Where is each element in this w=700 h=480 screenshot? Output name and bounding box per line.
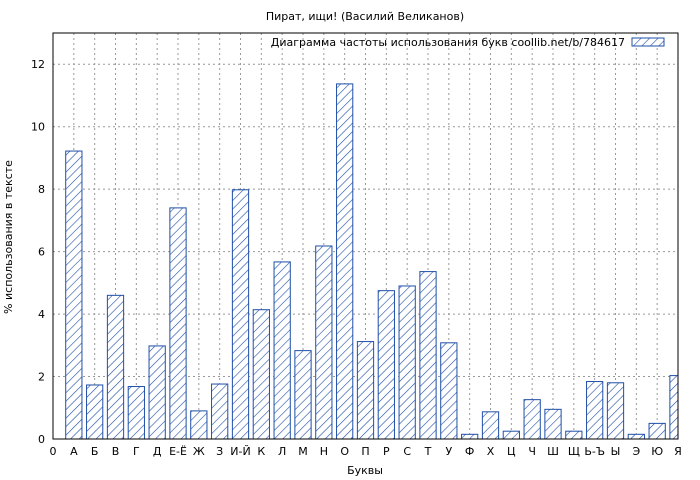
bar (127, 386, 145, 440)
bar (481, 411, 500, 440)
bar (273, 261, 291, 440)
bar (648, 422, 666, 440)
y-ticks: 0 2 4 6 8 10 12 (31, 58, 45, 446)
x-tick-label: Ц (507, 445, 516, 458)
x-tick-label: Я (674, 445, 682, 458)
x-tick-label: З (216, 445, 223, 458)
bar (627, 433, 645, 440)
x-tick-label: И-Й (230, 445, 250, 458)
x-tick-label: 0 (50, 445, 57, 458)
y-tick-label: 12 (31, 58, 45, 71)
bar (65, 150, 83, 440)
x-tick-label: Ж (193, 445, 205, 458)
plot-frame (52, 32, 679, 440)
x-tick-label: П (361, 445, 369, 458)
bar (148, 345, 166, 440)
bar (606, 382, 625, 440)
bar (231, 189, 250, 440)
x-tick-label: Г (133, 445, 140, 458)
x-tick-label: С (403, 445, 411, 458)
bar (502, 430, 520, 440)
legend-swatch (631, 37, 665, 47)
x-tick-label: Ю (651, 445, 663, 458)
x-tick-label: У (445, 445, 452, 458)
bar (523, 399, 541, 440)
x-ticks: 0 А Б В Г Д Е-Ё Ж З И-Й К Л М Н О П Р С Т У Ф Х Ц Ч Ш Щ Ь-Ъ Ы Э Ю Я (50, 445, 682, 458)
bar (669, 375, 679, 440)
bar (106, 294, 125, 440)
bar (86, 384, 104, 440)
bar (211, 383, 229, 440)
bar (252, 309, 270, 440)
x-tick-label: В (112, 445, 120, 458)
bar (544, 408, 562, 440)
x-axis-label: Буквы (347, 464, 383, 477)
x-tick-label: Ч (528, 445, 536, 458)
bar (190, 410, 208, 440)
x-tick-label: Н (320, 445, 328, 458)
x-tick-label: Т (424, 445, 432, 458)
x-tick-label: Ы (611, 445, 621, 458)
x-tick-label: Р (383, 445, 390, 458)
x-tick-label: Б (91, 445, 99, 458)
x-tick-label: Э (632, 445, 640, 458)
bar (419, 271, 437, 440)
x-tick-label: Л (278, 445, 286, 458)
grid-lines (53, 33, 678, 439)
bar (461, 433, 479, 440)
x-tick-label: Х (487, 445, 495, 458)
x-tick-label: Ш (547, 445, 559, 458)
legend-label: Диаграмма частоты использования букв coo… (271, 36, 625, 49)
chart-title: Пират, ищи! (Василий Великанов) (266, 10, 464, 23)
bar (315, 245, 333, 440)
bar (169, 207, 187, 440)
bar (356, 341, 375, 440)
y-axis-label: % использования в тексте (2, 160, 15, 314)
x-tick-label: А (70, 445, 78, 458)
y-tick-label: 2 (38, 371, 45, 384)
x-tick-label: М (298, 445, 308, 458)
bar (377, 290, 395, 440)
bar (565, 430, 583, 440)
x-tick-label: К (257, 445, 265, 458)
x-tick-label: Щ (568, 445, 580, 458)
x-tick-label: Е-Ё (169, 445, 187, 458)
y-tick-label: 6 (38, 246, 45, 259)
bar (336, 83, 354, 440)
y-tick-label: 4 (38, 308, 45, 321)
x-tick-label: О (340, 445, 349, 458)
y-tick-label: 8 (38, 183, 45, 196)
x-tick-label: Ь-Ъ (584, 445, 605, 458)
bar (294, 350, 312, 440)
bars-group (65, 83, 679, 440)
x-tick-label: Ф (465, 445, 474, 458)
bar (398, 285, 416, 440)
legend: Диаграмма частоты использования букв coo… (271, 36, 665, 49)
bar (586, 381, 604, 440)
x-tick-label: Д (153, 445, 162, 458)
y-tick-label: 0 (38, 433, 45, 446)
bar (440, 342, 458, 440)
y-tick-label: 10 (31, 121, 45, 134)
